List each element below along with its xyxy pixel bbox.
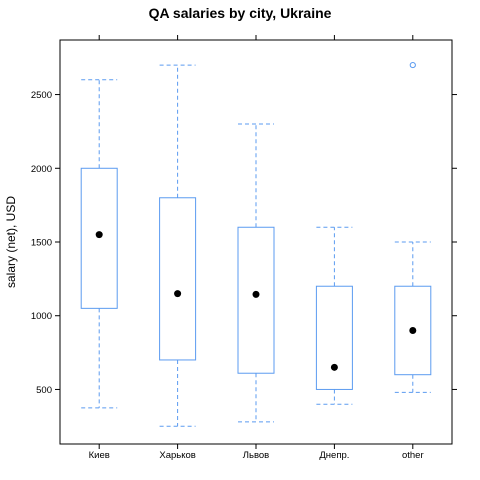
- interquartile-box: [315, 285, 353, 390]
- interquartile-box: [394, 285, 432, 376]
- outlier-point: [409, 61, 416, 69]
- interquartile-box: [80, 167, 118, 309]
- box-series: [80, 61, 432, 427]
- median-point: [95, 231, 103, 239]
- x-tick-label: Харьков: [159, 450, 195, 461]
- x-axis: Киев Харьков Львов Днепр. other: [89, 35, 424, 461]
- median-point: [174, 290, 182, 298]
- y-axis: 500 1000 1500 2000 2500: [31, 90, 457, 396]
- interquartile-box: [159, 197, 197, 361]
- box-group: [315, 226, 353, 405]
- box-group: [159, 64, 197, 427]
- x-tick-label: Днепр.: [319, 450, 349, 461]
- interquartile-box: [237, 226, 275, 374]
- box-group: [80, 79, 118, 409]
- box-group: [237, 123, 275, 423]
- x-tick-label: other: [402, 450, 424, 461]
- y-tick-label: 2500: [31, 90, 52, 101]
- x-tick-label: Киев: [89, 450, 110, 461]
- median-point: [409, 326, 417, 334]
- y-axis-label: salary (net), USD: [4, 196, 18, 288]
- y-tick-label: 2000: [31, 164, 52, 175]
- y-tick-label: 500: [36, 385, 52, 396]
- median-point: [330, 363, 338, 371]
- x-tick-label: Львов: [243, 450, 269, 461]
- y-tick-label: 1000: [31, 311, 52, 322]
- box-group: [394, 61, 432, 393]
- chart-title: QA salaries by city, Ukraine: [149, 5, 332, 21]
- y-tick-label: 1500: [31, 238, 52, 249]
- median-point: [252, 290, 260, 298]
